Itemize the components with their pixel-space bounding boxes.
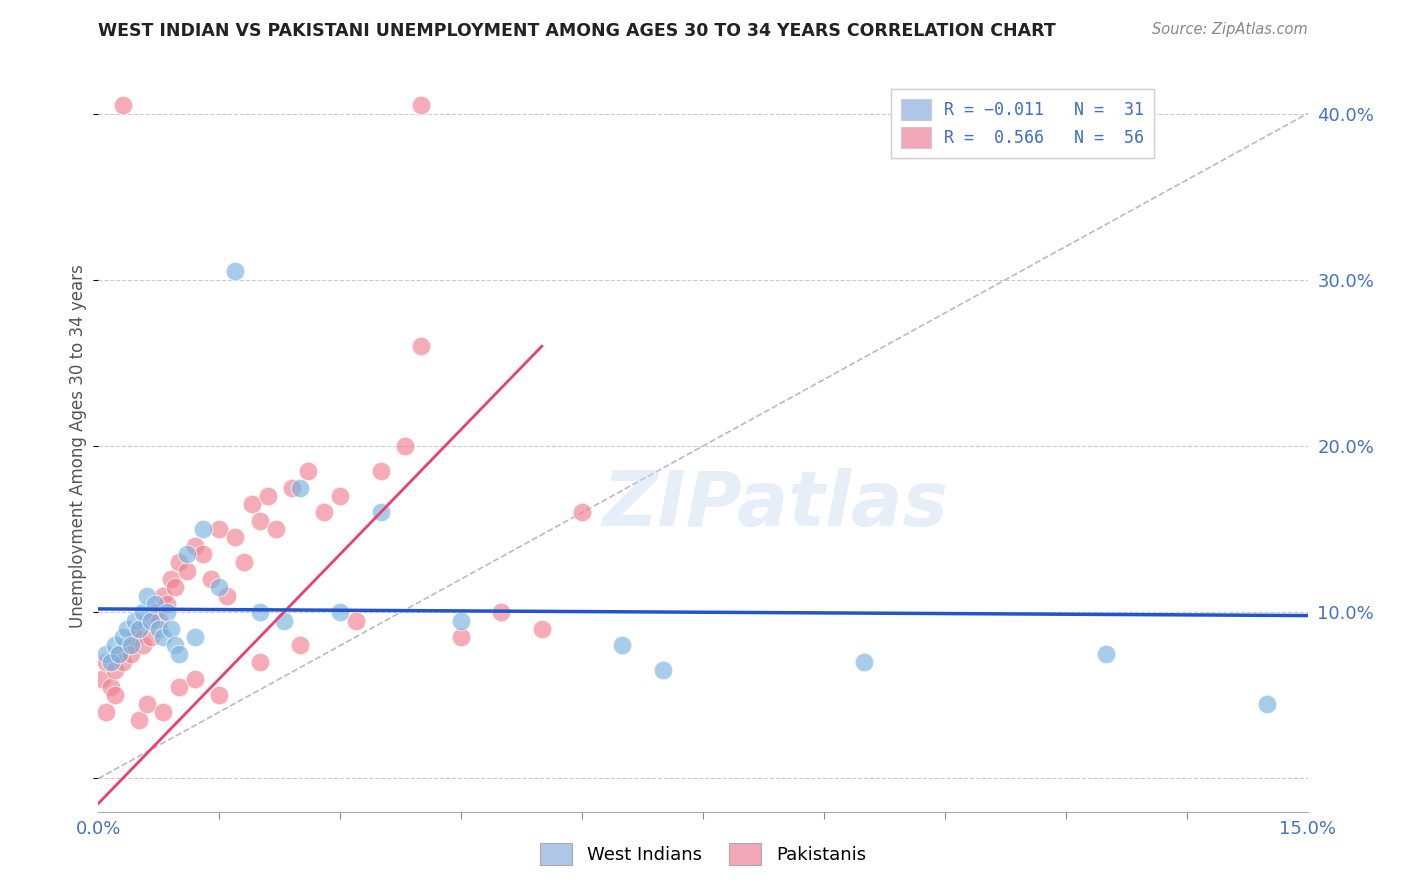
Legend: West Indians, Pakistanis: West Indians, Pakistanis [531,834,875,874]
Point [184,672,207,686]
Point [409,339,432,353]
Point [91,672,114,686]
Point [152,705,174,719]
Point [651,664,673,678]
Point [115,639,138,653]
Point [167,647,190,661]
Point [1095,647,1118,661]
Point [217,589,239,603]
Point [281,481,304,495]
Point [224,530,246,544]
Point [370,464,392,478]
Point [288,639,311,653]
Point [297,464,319,478]
Point [167,555,190,569]
Point [176,564,198,578]
Point [288,481,311,495]
Point [344,614,367,628]
Point [107,647,129,661]
Point [115,622,138,636]
Point [200,572,222,586]
Point [103,639,125,653]
Point [156,605,179,619]
Point [103,664,125,678]
Point [143,597,166,611]
Point [156,597,179,611]
Point [329,605,352,619]
Point [184,630,207,644]
Point [249,514,271,528]
Point [491,605,513,619]
Text: WEST INDIAN VS PAKISTANI UNEMPLOYMENT AMONG AGES 30 TO 34 YEARS CORRELATION CHAR: WEST INDIAN VS PAKISTANI UNEMPLOYMENT AM… [98,22,1056,40]
Point [160,572,183,586]
Legend: R = −0.011   N =  31, R =  0.566   N =  56: R = −0.011 N = 31, R = 0.566 N = 56 [891,88,1154,158]
Point [273,614,295,628]
Point [128,622,150,636]
Point [100,680,122,694]
Point [224,264,246,278]
Point [148,622,170,636]
Point [256,489,278,503]
Point [111,630,134,644]
Point [193,547,215,561]
Point [167,680,190,694]
Point [450,614,472,628]
Point [329,489,352,503]
Text: ZIPatlas: ZIPatlas [603,467,949,541]
Point [1256,697,1278,711]
Point [160,622,183,636]
Point [96,705,118,719]
Point [132,605,155,619]
Point [184,539,207,553]
Point [208,689,231,703]
Point [120,639,142,653]
Point [163,639,186,653]
Point [128,714,150,728]
Point [409,98,432,112]
Point [571,506,593,520]
Point [249,655,271,669]
Point [152,630,174,644]
Point [193,522,215,536]
Point [314,506,336,520]
Point [394,439,416,453]
Point [148,614,170,628]
Point [143,605,166,619]
Point [132,639,155,653]
Point [107,647,129,661]
Text: Source: ZipAtlas.com: Source: ZipAtlas.com [1152,22,1308,37]
Point [612,639,634,653]
Point [128,622,150,636]
Point [370,506,392,520]
Y-axis label: Unemployment Among Ages 30 to 34 years: Unemployment Among Ages 30 to 34 years [69,264,87,628]
Point [96,655,118,669]
Point [139,630,162,644]
Point [208,580,231,594]
Point [232,555,254,569]
Point [96,647,118,661]
Point [135,589,157,603]
Point [124,630,146,644]
Point [249,605,271,619]
Point [264,522,287,536]
Point [139,614,162,628]
Point [853,655,876,669]
Point [111,655,134,669]
Point [124,614,146,628]
Point [530,622,553,636]
Point [111,98,134,112]
Point [103,689,125,703]
Point [120,647,142,661]
Point [135,614,157,628]
Point [208,522,231,536]
Point [163,580,186,594]
Point [135,697,157,711]
Point [176,547,198,561]
Point [152,589,174,603]
Point [100,655,122,669]
Point [240,497,263,511]
Point [450,630,472,644]
